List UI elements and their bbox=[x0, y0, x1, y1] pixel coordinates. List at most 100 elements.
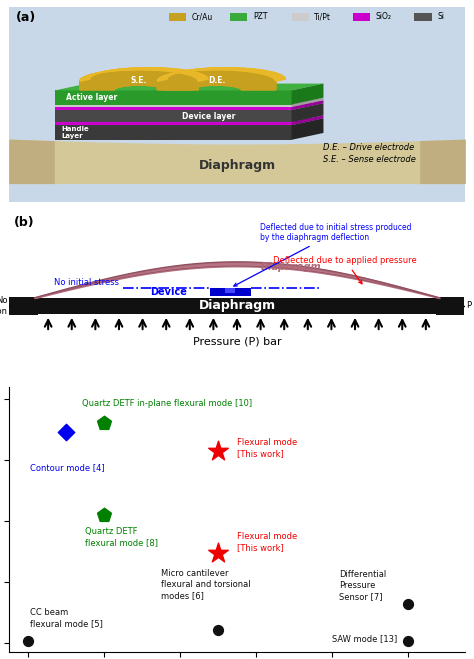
Point bbox=[100, 509, 108, 520]
Polygon shape bbox=[116, 71, 119, 80]
Polygon shape bbox=[90, 74, 91, 84]
Polygon shape bbox=[147, 68, 160, 70]
Polygon shape bbox=[230, 68, 243, 71]
Polygon shape bbox=[81, 77, 91, 80]
Polygon shape bbox=[200, 77, 201, 86]
Polygon shape bbox=[239, 71, 242, 80]
Polygon shape bbox=[144, 70, 147, 78]
Polygon shape bbox=[228, 77, 230, 86]
Text: Diaphragm: Diaphragm bbox=[199, 159, 275, 172]
Polygon shape bbox=[80, 78, 90, 80]
Polygon shape bbox=[119, 78, 120, 87]
Polygon shape bbox=[98, 72, 100, 82]
Polygon shape bbox=[235, 78, 236, 87]
Polygon shape bbox=[292, 118, 323, 140]
Polygon shape bbox=[193, 76, 194, 86]
Text: Pressure (P) bar: Pressure (P) bar bbox=[193, 337, 281, 347]
Polygon shape bbox=[164, 75, 165, 85]
Polygon shape bbox=[200, 68, 212, 71]
Polygon shape bbox=[264, 74, 266, 84]
Polygon shape bbox=[173, 72, 176, 81]
Polygon shape bbox=[269, 74, 280, 76]
Polygon shape bbox=[176, 70, 188, 72]
Polygon shape bbox=[234, 71, 237, 79]
Polygon shape bbox=[162, 71, 165, 80]
Polygon shape bbox=[141, 70, 144, 78]
Polygon shape bbox=[158, 77, 168, 80]
Polygon shape bbox=[196, 78, 197, 88]
Polygon shape bbox=[168, 69, 180, 72]
Bar bbox=[436, 297, 464, 315]
Polygon shape bbox=[119, 68, 132, 71]
Polygon shape bbox=[154, 77, 155, 86]
Polygon shape bbox=[150, 68, 163, 70]
Polygon shape bbox=[81, 79, 82, 88]
Text: SAW mode [13]: SAW mode [13] bbox=[332, 634, 397, 643]
Polygon shape bbox=[181, 71, 192, 73]
Polygon shape bbox=[215, 76, 216, 85]
Polygon shape bbox=[292, 100, 323, 110]
Polygon shape bbox=[117, 79, 118, 88]
Text: Flexural mode
[This work]: Flexural mode [This work] bbox=[237, 438, 297, 458]
Polygon shape bbox=[165, 69, 177, 71]
Polygon shape bbox=[212, 68, 225, 70]
Polygon shape bbox=[260, 71, 272, 74]
Polygon shape bbox=[80, 78, 90, 81]
Text: Cr/Au: Cr/Au bbox=[191, 13, 213, 22]
Polygon shape bbox=[137, 76, 138, 85]
Polygon shape bbox=[275, 78, 285, 81]
Point bbox=[214, 548, 222, 558]
Polygon shape bbox=[156, 78, 157, 87]
Polygon shape bbox=[258, 73, 260, 82]
Polygon shape bbox=[122, 78, 123, 86]
Polygon shape bbox=[118, 78, 119, 88]
Polygon shape bbox=[292, 98, 323, 107]
Polygon shape bbox=[206, 70, 209, 79]
Polygon shape bbox=[151, 77, 153, 86]
Text: (b): (b) bbox=[14, 216, 35, 229]
Polygon shape bbox=[233, 78, 234, 86]
Polygon shape bbox=[202, 68, 215, 70]
Polygon shape bbox=[197, 76, 207, 79]
Polygon shape bbox=[103, 70, 115, 72]
Polygon shape bbox=[195, 78, 196, 88]
Polygon shape bbox=[274, 76, 284, 79]
Polygon shape bbox=[239, 69, 252, 71]
Polygon shape bbox=[204, 77, 206, 86]
Polygon shape bbox=[270, 74, 281, 77]
Polygon shape bbox=[253, 70, 265, 72]
Text: Device: Device bbox=[150, 287, 187, 297]
Polygon shape bbox=[135, 70, 137, 78]
Polygon shape bbox=[132, 76, 133, 86]
Polygon shape bbox=[221, 70, 224, 78]
Polygon shape bbox=[82, 78, 83, 87]
Polygon shape bbox=[168, 71, 171, 80]
Polygon shape bbox=[81, 76, 91, 79]
Text: D.E. – Drive electrode: D.E. – Drive electrode bbox=[323, 143, 415, 152]
Polygon shape bbox=[231, 77, 232, 86]
Polygon shape bbox=[206, 76, 207, 86]
Polygon shape bbox=[220, 76, 221, 85]
Polygon shape bbox=[83, 77, 84, 86]
Polygon shape bbox=[269, 76, 270, 85]
Text: Device layer: Device layer bbox=[182, 111, 236, 121]
Polygon shape bbox=[125, 70, 128, 79]
Bar bbox=[414, 13, 432, 20]
Polygon shape bbox=[159, 78, 160, 88]
Bar bbox=[9, 297, 38, 315]
Polygon shape bbox=[232, 77, 233, 86]
Polygon shape bbox=[182, 73, 185, 83]
Polygon shape bbox=[212, 70, 215, 78]
Polygon shape bbox=[137, 70, 141, 78]
Polygon shape bbox=[159, 76, 169, 79]
Polygon shape bbox=[292, 84, 323, 105]
Polygon shape bbox=[193, 74, 204, 77]
Polygon shape bbox=[131, 68, 144, 70]
Polygon shape bbox=[267, 73, 279, 76]
Polygon shape bbox=[266, 75, 267, 84]
Polygon shape bbox=[150, 70, 153, 79]
Polygon shape bbox=[148, 76, 149, 86]
Polygon shape bbox=[221, 76, 222, 85]
Polygon shape bbox=[202, 70, 206, 79]
Polygon shape bbox=[119, 71, 122, 79]
